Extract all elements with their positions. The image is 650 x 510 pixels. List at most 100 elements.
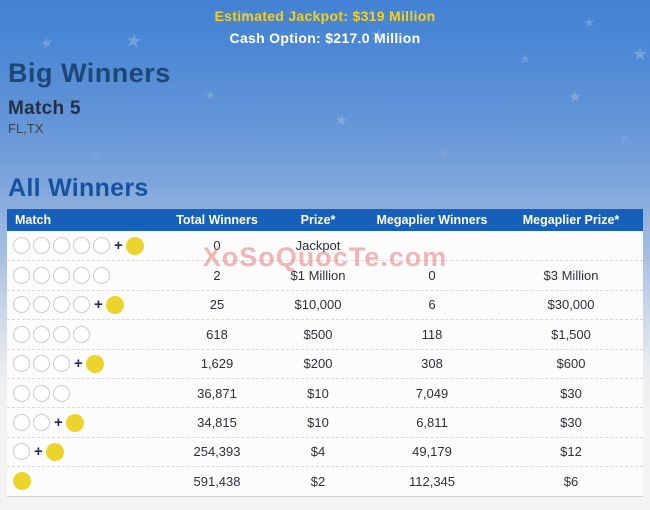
megaplier-prize-cell: $6: [563, 473, 579, 489]
winners-table: Match Total Winners Prize* Megaplier Winner…: [7, 209, 643, 497]
match-cell: +: [7, 442, 145, 461]
table-row: 2 $1 Million 0 $3 Million: [7, 260, 643, 289]
prize-cell: $200: [303, 356, 333, 372]
megaplier-winners-cell: 308: [421, 356, 443, 372]
match-cell: +: [7, 236, 145, 255]
total-winners-cell: 254,393: [193, 444, 241, 460]
white-ball-icon: [33, 384, 50, 402]
match-cell: +: [7, 354, 145, 373]
white-ball-icon: [13, 267, 30, 285]
column-header: Megaplier Prize*: [522, 213, 620, 227]
mega-ball-icon: [45, 442, 64, 461]
mega-ball-icon: [65, 413, 84, 432]
megaplier-winners-cell: 7,049: [415, 385, 449, 401]
plus-icon: +: [54, 414, 63, 432]
plus-icon: +: [34, 443, 43, 461]
white-ball-icon: [13, 414, 30, 432]
prize-cell: $500: [303, 326, 333, 342]
megaplier-winners-cell: 112,345: [408, 473, 456, 489]
match-cell: [7, 472, 145, 491]
prize-cell: $10,000: [294, 297, 342, 313]
prize-cell: $1 Million: [290, 268, 346, 284]
white-ball-icon: [33, 325, 50, 343]
megaplier-prize-cell: $12: [560, 444, 582, 460]
white-ball-icon: [13, 355, 30, 373]
match-cell: [7, 267, 145, 285]
white-ball-icon: [33, 296, 50, 314]
white-ball-icon: [13, 384, 30, 402]
table-row: +34,815 $10 6,811 $30: [7, 407, 643, 436]
white-ball-icon: [13, 325, 30, 343]
megaplier-winners-cell: 118: [421, 326, 443, 342]
winning-states-text: FL,TX: [8, 121, 44, 136]
all-winners-heading: All Winners: [8, 174, 149, 202]
prize-cell: Jackpot: [295, 238, 341, 254]
megaplier-prize-cell: $1,500: [551, 326, 591, 342]
megaplier-prize-cell: $30,000: [547, 297, 595, 313]
total-winners-cell: 1,629: [200, 356, 234, 372]
column-header: Match: [15, 213, 52, 227]
plus-icon: +: [114, 237, 123, 255]
white-ball-icon: [53, 355, 70, 373]
total-winners-cell: 34,815: [197, 415, 237, 431]
match-cell: +: [7, 295, 145, 314]
jackpot-banner: Estimated Jackpot: $319 Million Cash Opt…: [0, 8, 650, 46]
prize-cell: $4: [310, 444, 326, 460]
prize-cell: $10: [307, 385, 329, 401]
white-ball-icon: [53, 267, 70, 285]
mega-ball-icon: [125, 236, 144, 255]
white-ball-icon: [33, 414, 50, 432]
white-ball-icon: [53, 296, 70, 314]
mega-ball-icon: [105, 295, 124, 314]
plus-icon: +: [74, 355, 83, 373]
estimated-jackpot-label: Estimated Jackpot:: [214, 8, 349, 24]
estimated-jackpot-line: Estimated Jackpot: $319 Million: [0, 8, 650, 24]
table-row: +1,629 $200 308 $600: [7, 348, 643, 378]
white-ball-icon: [33, 267, 50, 285]
white-ball-icon: [73, 267, 90, 285]
star-icon: ★: [436, 145, 451, 162]
white-ball-icon: [73, 296, 90, 314]
white-ball-icon: [73, 237, 90, 255]
column-header: Total Winners: [176, 213, 258, 227]
megaplier-prize-cell: $30: [560, 415, 582, 431]
table-header-row: Match Total Winners Prize* Megaplier Winner…: [7, 209, 643, 231]
star-icon: ★: [333, 111, 349, 129]
total-winners-cell: 591,438: [193, 473, 241, 489]
white-ball-icon: [53, 237, 70, 255]
white-ball-icon: [33, 237, 50, 255]
match-subheading: Match 5: [8, 98, 81, 119]
white-ball-icon: [13, 237, 30, 255]
plus-icon: +: [94, 296, 103, 314]
mega-ball-icon: [13, 472, 31, 491]
white-ball-icon: [53, 325, 70, 343]
megaplier-winners-cell: 49,179: [412, 444, 452, 460]
white-ball-icon: [93, 237, 110, 255]
table-row: 591,438 $2 112,345 $6: [7, 466, 643, 495]
white-ball-icon: [93, 267, 110, 285]
table-row: +25 $10,000 6 $30,000: [7, 289, 643, 319]
estimated-jackpot-amount: $319 Million: [352, 8, 436, 24]
white-ball-icon: [53, 384, 70, 402]
match-cell: [7, 325, 145, 343]
total-winners-cell: 25: [209, 297, 225, 313]
total-winners-cell: 36,871: [197, 385, 237, 401]
table-row: 618 $500 118 $1,500: [7, 319, 643, 348]
column-header: Megaplier Winners: [376, 213, 488, 227]
total-winners-cell: 0: [213, 238, 221, 254]
big-winners-heading: Big Winners: [8, 58, 171, 88]
column-header: Prize*: [300, 213, 336, 227]
megaplier-winners-cell: 6: [428, 297, 436, 313]
white-ball-icon: [13, 443, 30, 461]
mega-ball-icon: [85, 354, 104, 373]
match-cell: +: [7, 413, 145, 432]
table-row: 36,871 $10 7,049 $30: [7, 377, 643, 407]
white-ball-icon: [73, 325, 90, 343]
total-winners-cell: 2: [213, 268, 221, 284]
cash-option-line: Cash Option: $217.0 Million: [229, 30, 421, 46]
star-icon: ★: [90, 148, 101, 162]
star-icon: ★: [632, 44, 649, 64]
star-icon: ★: [568, 89, 582, 106]
white-ball-icon: [33, 355, 50, 373]
megaplier-winners-cell: 6,811: [416, 415, 448, 431]
